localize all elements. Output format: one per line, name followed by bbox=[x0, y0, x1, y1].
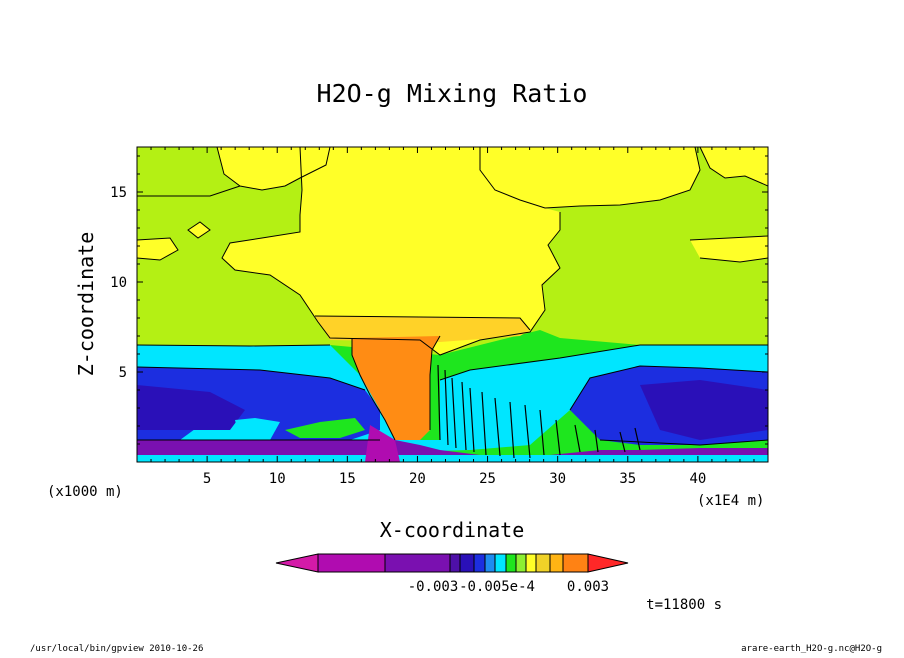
colorbar-segment bbox=[549, 553, 564, 573]
colorbar-segment bbox=[562, 553, 589, 573]
x-tick-label: 30 bbox=[549, 471, 566, 487]
rain-streaks bbox=[437, 364, 641, 459]
region-green-lens bbox=[285, 418, 365, 438]
plot-frame bbox=[136, 146, 769, 463]
colorbar-segment bbox=[515, 553, 527, 573]
time-annotation: t=11800 s bbox=[646, 597, 722, 613]
x-tick-label: 25 bbox=[479, 471, 496, 487]
region-side-patch-left bbox=[137, 238, 178, 260]
x-tick-label: 20 bbox=[409, 471, 426, 487]
colorbar-segment bbox=[505, 553, 517, 573]
contour-field bbox=[137, 147, 768, 462]
colorbar-segment bbox=[473, 553, 486, 573]
y-axis-label: Z-coordinate bbox=[74, 232, 98, 377]
region-low-dark-right bbox=[640, 380, 768, 440]
region-surface-core bbox=[365, 425, 400, 462]
colorbar-segment bbox=[317, 553, 386, 573]
region-cyan-lens bbox=[235, 418, 280, 440]
region-anvil-base bbox=[315, 316, 530, 342]
x-tick-label: 35 bbox=[619, 471, 636, 487]
region-surface-band bbox=[137, 455, 768, 462]
region-side-patch-right bbox=[690, 236, 768, 262]
y-tick-label: 15 bbox=[110, 185, 127, 201]
region-low-dark bbox=[137, 385, 245, 430]
colorbar-segment bbox=[525, 553, 537, 573]
y-tick-label: 10 bbox=[110, 275, 127, 291]
region-core bbox=[352, 336, 440, 440]
x-tick-label: 40 bbox=[689, 471, 706, 487]
x-tick-label: 15 bbox=[339, 471, 356, 487]
region-top-patch-left2 bbox=[137, 147, 240, 196]
y-axis: 5 10 15 bbox=[110, 155, 768, 445]
colorbar-segment bbox=[484, 553, 496, 573]
colorbar-label-3: 0.003 bbox=[567, 579, 609, 595]
footer-right: arare-earth_H2O-g.nc@H2O-g bbox=[741, 644, 882, 654]
contour-lines bbox=[137, 147, 768, 446]
x-unit-right: (x1E4 m) bbox=[697, 493, 764, 509]
x-axis-label: X-coordinate bbox=[380, 518, 525, 542]
region-anvil-top bbox=[460, 147, 700, 208]
region-anvil bbox=[222, 147, 560, 355]
x-tick-label: 10 bbox=[269, 471, 286, 487]
x-axis: 5 10 15 20 25 30 35 40 bbox=[150, 147, 755, 487]
region-top-patch-right bbox=[700, 147, 768, 186]
colorbar-segment bbox=[535, 553, 551, 573]
x-unit-left: (x1000 m) bbox=[47, 484, 123, 500]
colorbar-segment bbox=[384, 553, 451, 573]
colorbar-left-arrow bbox=[275, 553, 319, 573]
footer-left: /usr/local/bin/gpview 2010-10-26 bbox=[30, 644, 203, 654]
colorbar-segment bbox=[494, 553, 507, 573]
colorbar-segment bbox=[459, 553, 475, 573]
colorbar-segment bbox=[449, 553, 461, 573]
colorbar bbox=[275, 553, 629, 573]
x-tick-label: 5 bbox=[203, 471, 211, 487]
chart-title: H2O-g Mixing Ratio bbox=[317, 79, 588, 108]
y-tick-label: 5 bbox=[119, 365, 127, 381]
colorbar-right-arrow bbox=[587, 553, 629, 573]
colorbar-label-2: -0.005e-4 bbox=[459, 579, 535, 595]
colorbar-label-1: -0.003 bbox=[408, 579, 459, 595]
